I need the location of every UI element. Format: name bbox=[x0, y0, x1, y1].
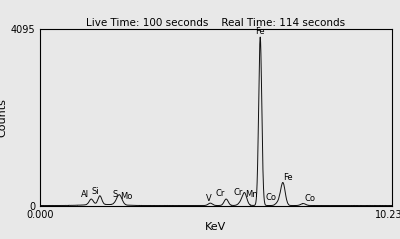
Text: Cr: Cr bbox=[234, 188, 243, 197]
X-axis label: KeV: KeV bbox=[205, 222, 227, 232]
Text: Cr: Cr bbox=[215, 189, 224, 198]
Y-axis label: Counts: Counts bbox=[0, 98, 8, 136]
Text: Mo: Mo bbox=[120, 192, 132, 201]
Text: Si: Si bbox=[92, 187, 99, 196]
Text: Mn: Mn bbox=[246, 190, 258, 199]
Title: Live Time: 100 seconds    Real Time: 114 seconds: Live Time: 100 seconds Real Time: 114 se… bbox=[86, 18, 346, 28]
Text: Co: Co bbox=[304, 194, 315, 203]
Text: Fe: Fe bbox=[284, 174, 293, 182]
Text: V: V bbox=[206, 194, 212, 203]
Text: Co: Co bbox=[266, 193, 277, 202]
Text: S: S bbox=[112, 190, 118, 199]
Text: Fe: Fe bbox=[256, 27, 265, 37]
Text: Al: Al bbox=[81, 190, 89, 199]
